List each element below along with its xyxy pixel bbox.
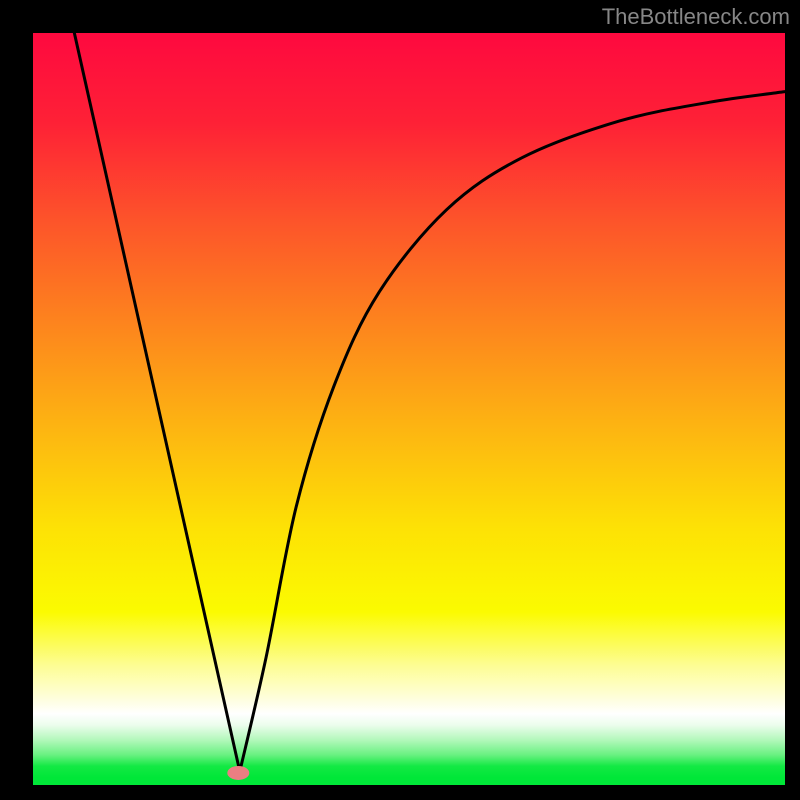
plot-background: [33, 33, 785, 785]
chart-container: TheBottleneck.com: [0, 0, 800, 800]
minimum-marker: [227, 766, 249, 780]
bottleneck-chart: [0, 0, 800, 800]
watermark-text: TheBottleneck.com: [602, 4, 790, 30]
